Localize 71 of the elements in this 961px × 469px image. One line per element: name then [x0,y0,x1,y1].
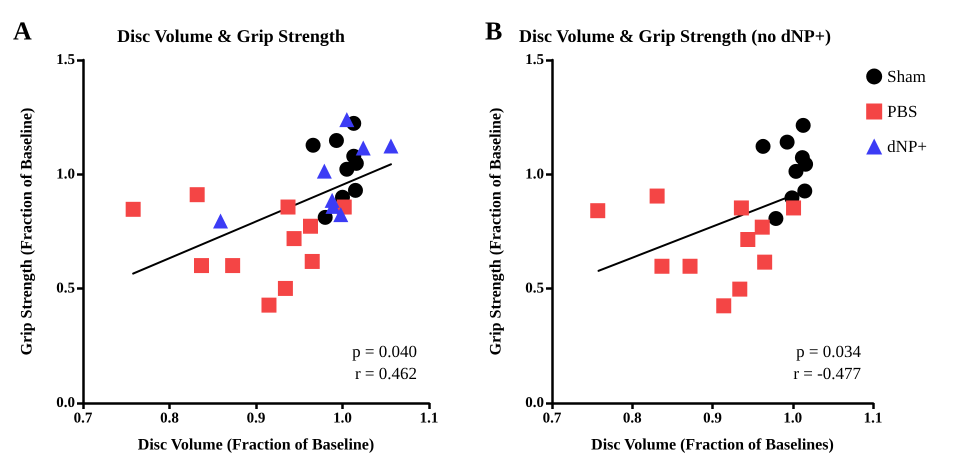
y-tick-label: 0.0 [56,395,75,411]
point [716,298,732,314]
point [757,254,772,270]
point [306,138,321,153]
annotation: p = 0.034 [796,342,862,361]
y-tick-label: 1.0 [525,166,544,182]
x-tick-label: 0.7 [542,410,562,426]
point [316,164,332,179]
y-tick-label: 0.5 [525,280,544,297]
legend-label: dNP+ [887,137,928,156]
point [333,207,348,222]
x-axis-title: Disc Volume (Fraction of Baseline) [138,436,374,454]
point [261,298,276,313]
point [339,112,354,128]
point [788,164,804,179]
point [190,187,205,202]
point [780,134,795,150]
point [280,200,296,215]
point [318,210,333,225]
point [302,218,318,234]
annotation: p = 0.040 [352,342,418,361]
point [590,203,606,218]
chart-title: Disc Volume & Grip Strength [117,26,345,46]
point [650,188,665,204]
point [734,200,749,216]
annotation: r = -0.477 [793,364,862,383]
point [756,138,771,154]
x-tick-label: 1.0 [783,410,802,426]
point [654,258,670,274]
y-tick-label: 0.0 [525,395,544,411]
x-tick-label: 1.0 [333,410,352,426]
text: B [485,16,502,46]
point [339,162,354,177]
y-tick-label: 1.5 [56,52,75,68]
point [278,280,293,296]
x-tick-label: 0.9 [246,410,266,426]
point [768,210,784,226]
y-axis-title: Grip Strength (Fraction of Baseline) [18,108,36,356]
y-tick-label: 0.5 [56,280,75,297]
point [194,258,210,274]
point [126,202,141,217]
point [356,140,371,156]
point [286,231,302,246]
x-tick-label: 0.8 [622,410,642,426]
x-axis-title: Disc Volume (Fraction of Baselines) [591,436,834,454]
y-tick-label: 1.5 [525,52,544,68]
legend-label: Sham [887,67,926,86]
point [740,232,756,248]
y-axis-title: Grip Strength (Fraction of Baseline) [488,108,504,356]
point [328,132,344,148]
x-tick-label: 1.1 [864,410,882,426]
x-tick-label: 0.9 [703,410,722,426]
point [304,254,320,269]
point [786,200,802,216]
point [796,118,811,133]
annotation: r = 0.462 [355,364,417,383]
point [225,258,240,274]
y-tick-label: 1.0 [56,166,75,182]
chart-title: Disc Volume & Grip Strength (no dNP+) [519,26,831,46]
legend-label: PBS [887,102,918,121]
point [797,184,812,199]
x-tick-label: 1.1 [420,410,438,426]
point [732,282,748,297]
x-tick-label: 0.8 [160,410,179,426]
point [383,138,398,154]
point [213,213,228,228]
point [754,220,770,235]
text: A [13,16,32,46]
x-tick-label: 0.7 [74,410,93,426]
point [348,182,363,198]
point [682,258,698,274]
